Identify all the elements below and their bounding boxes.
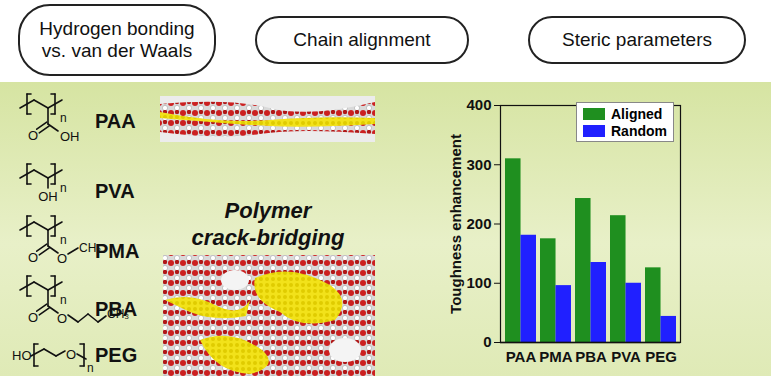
svg-text:O: O (28, 128, 38, 143)
svg-text:O: O (28, 310, 38, 325)
svg-text:PAA: PAA (95, 110, 136, 132)
svg-text:PBA: PBA (575, 348, 607, 365)
svg-text:crack-bridging: crack-bridging (192, 225, 345, 250)
svg-text:PAA: PAA (506, 348, 537, 365)
svg-text:O: O (57, 251, 67, 266)
svg-text:PMA: PMA (95, 240, 139, 262)
svg-text:PVA: PVA (611, 348, 641, 365)
html-text:vs. van der Waals: vs. van der Waals (41, 40, 193, 61)
html-text:Hydrogen bonding: Hydrogen bonding (39, 18, 195, 39)
svg-text:200: 200 (466, 215, 491, 232)
svg-text:CH₃: CH₃ (79, 241, 102, 255)
svg-text:Toughness enhancement: Toughness enhancement (447, 134, 464, 314)
html-text:Aligned: Aligned (611, 105, 663, 122)
html-text:Chain alignment: Chain alignment (293, 29, 431, 50)
svg-text:PVA: PVA (95, 180, 135, 202)
svg-text:400: 400 (466, 96, 491, 113)
svg-text:300: 300 (466, 156, 491, 173)
svg-text:HO: HO (12, 348, 32, 363)
svg-text:n: n (60, 293, 67, 307)
svg-text:PMA: PMA (539, 348, 573, 365)
svg-text:n: n (60, 233, 67, 247)
svg-text:O: O (57, 311, 67, 326)
html-text:Steric parameters: Steric parameters (562, 29, 712, 50)
svg-text:PEG: PEG (645, 348, 677, 365)
svg-text:n: n (87, 361, 94, 375)
svg-text:n: n (60, 181, 67, 195)
svg-text:OH: OH (60, 129, 80, 144)
svg-text:0: 0 (483, 333, 491, 350)
svg-text:Polymer: Polymer (225, 198, 313, 223)
svg-text:OH: OH (38, 189, 58, 204)
html-text:Random: Random (611, 122, 667, 139)
svg-text:PEG: PEG (95, 344, 137, 366)
svg-text:100: 100 (466, 274, 491, 291)
svg-text:n: n (60, 111, 67, 125)
svg-text:PBA: PBA (95, 298, 137, 320)
svg-text:O: O (28, 250, 38, 265)
svg-text:O: O (66, 347, 76, 362)
